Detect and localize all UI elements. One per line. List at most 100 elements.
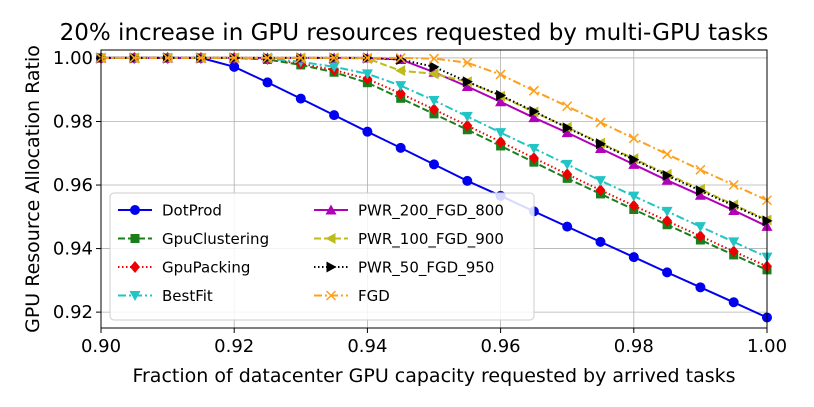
data-point-dotprod: [395, 142, 406, 153]
data-point-fgd: [695, 164, 706, 175]
legend-marker: [325, 233, 336, 244]
data-point-dotprod: [329, 110, 340, 121]
data-point-gpupacking: [662, 214, 673, 227]
plot-frame: [100, 49, 768, 329]
legend-item-gpuclustering: GpuClustering: [118, 230, 269, 248]
y-tick-label: 0.94: [53, 239, 93, 260]
data-point-fgd: [728, 179, 739, 191]
data-point-dotprod: [362, 126, 373, 137]
legend-label: FGD: [358, 287, 390, 305]
data-point-pwr-50-fgd-950: [629, 154, 640, 166]
data-point-bestfit: [628, 191, 640, 202]
data-point-fgd: [162, 52, 173, 63]
data-point-fgd: [395, 52, 406, 63]
legend-label: PWR_100_FGD_900: [358, 230, 504, 249]
legend-item-fgd: FGD: [314, 287, 390, 305]
legend-label: GpuPacking: [162, 259, 250, 277]
data-point-gpupacking: [595, 184, 606, 197]
legend-marker: [130, 234, 140, 243]
data-point-pwr-50-fgd-950: [429, 61, 440, 73]
data-point-gpupacking: [395, 87, 406, 100]
data-point-bestfit: [528, 143, 540, 154]
data-point-dotprod: [429, 159, 439, 170]
legend-item-dotprod: DotProd: [118, 202, 222, 220]
data-point-bestfit: [395, 81, 407, 92]
data-point-bestfit: [361, 69, 373, 80]
data-point-dotprod: [628, 252, 639, 263]
data-point-fgd: [262, 52, 273, 63]
data-point-bestfit: [428, 96, 440, 107]
data-point-fgd: [628, 133, 639, 144]
legend-marker: [130, 205, 140, 215]
data-point-bestfit: [595, 176, 606, 187]
data-point-pwr-200-fgd-800: [461, 81, 473, 92]
series-fgd: [95, 52, 773, 206]
legend-item-pwr-50-fgd-950: PWR_50_FGD_950: [314, 259, 494, 278]
legend-item-gpupacking: GpuPacking: [118, 259, 250, 277]
data-point-bestfit: [328, 62, 340, 73]
chart-title: 20% increase in GPU resources requested …: [60, 20, 769, 46]
series-layer: [95, 51, 773, 323]
data-point-dotprod: [262, 77, 273, 88]
data-point-pwr-50-fgd-950: [596, 138, 606, 150]
data-point-fgd: [362, 52, 373, 63]
data-point-pwr-50-fgd-950: [562, 122, 573, 134]
legend-label: DotProd: [162, 202, 222, 220]
x-tick-label: 0.96: [481, 336, 521, 357]
legend-marker: [129, 291, 141, 301]
data-point-gpupacking: [728, 245, 739, 258]
legend-item-bestfit: BestFit: [118, 287, 213, 305]
legend-item-pwr-200-fgd-800: PWR_200_FGD_800: [314, 202, 504, 221]
data-point-fgd: [595, 117, 606, 128]
data-point-dotprod: [295, 93, 306, 104]
y-tick-label: 0.96: [53, 175, 93, 196]
data-point-fgd: [528, 85, 539, 96]
data-point-bestfit: [495, 128, 507, 139]
legend-box: [109, 192, 535, 321]
data-point-dotprod: [462, 175, 473, 186]
data-point-pwr-50-fgd-950: [496, 89, 507, 101]
data-point-pwr-50-fgd-950: [529, 105, 540, 117]
data-point-gpupacking: [495, 135, 506, 148]
data-point-bestfit: [461, 111, 473, 122]
tick-layer: 0.90 0.92 0.94 0.96 0.98 1.00 0.92 0.94 0.96 0.98…: [53, 48, 787, 357]
x-tick-label: 0.98: [614, 336, 654, 357]
x-tick-label: 0.94: [347, 336, 387, 357]
data-point-dotprod: [229, 61, 240, 72]
data-point-bestfit: [728, 237, 740, 248]
legend-marker: [325, 204, 337, 215]
y-tick-label: 1.00: [53, 48, 93, 69]
data-point-gpupacking: [462, 119, 473, 132]
data-point-pwr-200-fgd-800: [595, 142, 606, 153]
data-point-fgd: [229, 52, 240, 63]
data-point-dotprod: [728, 297, 739, 308]
data-point-gpupacking: [429, 103, 439, 116]
data-point-dotprod: [562, 221, 573, 232]
x-tick-label: 0.92: [214, 336, 254, 357]
legend: DotProd GpuClustering GpuPacking BestFit PWR…: [109, 192, 535, 321]
x-tick-label: 1.00: [747, 336, 787, 357]
data-point-pwr-50-fgd-950: [662, 169, 673, 181]
data-point-pwr-200-fgd-800: [495, 96, 507, 107]
data-point-pwr-200-fgd-800: [528, 112, 540, 123]
data-point-pwr-100-fgd-900: [395, 65, 406, 77]
data-point-pwr-50-fgd-950: [462, 76, 473, 88]
data-point-fgd: [428, 53, 440, 64]
legend-item-pwr-100-fgd-900: PWR_100_FGD_900: [314, 230, 504, 249]
data-point-pwr-200-fgd-800: [694, 189, 706, 200]
data-point-pwr-200-fgd-800: [561, 127, 573, 138]
data-point-fgd: [462, 57, 473, 68]
data-point-pwr-50-fgd-950: [729, 200, 740, 212]
data-point-pwr-200-fgd-800: [661, 174, 673, 185]
data-point-dotprod: [662, 267, 673, 278]
legend-label: PWR_50_FGD_950: [358, 259, 494, 278]
data-point-pwr-200-fgd-800: [628, 158, 640, 169]
data-point-gpupacking: [695, 230, 706, 243]
legend-marker: [325, 290, 337, 301]
data-point-bestfit: [661, 206, 673, 217]
data-point-pwr-200-fgd-800: [728, 204, 740, 215]
data-point-fgd: [662, 149, 673, 160]
legend-marker: [326, 261, 337, 273]
legend-marker: [130, 261, 140, 273]
x-axis-label: Fraction of datacenter GPU capacity requ…: [132, 365, 735, 387]
